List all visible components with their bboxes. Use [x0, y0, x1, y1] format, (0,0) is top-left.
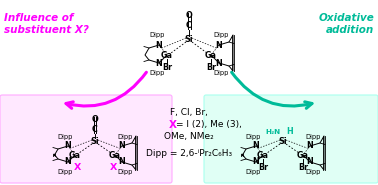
- Text: N: N: [253, 142, 259, 151]
- Text: Oxidative: Oxidative: [318, 13, 374, 23]
- Text: Br: Br: [162, 63, 172, 73]
- Text: Br: Br: [206, 63, 216, 73]
- Text: Si: Si: [185, 36, 193, 45]
- Text: Dipp: Dipp: [213, 32, 229, 38]
- Text: Dipp: Dipp: [117, 134, 133, 140]
- Text: N: N: [156, 58, 163, 68]
- FancyBboxPatch shape: [0, 95, 172, 183]
- Text: H: H: [287, 127, 293, 137]
- Text: Dipp: Dipp: [213, 70, 229, 76]
- Text: C: C: [92, 125, 98, 134]
- Text: addition: addition: [326, 25, 374, 35]
- Text: OMe, NMe₂: OMe, NMe₂: [164, 132, 214, 142]
- Text: X: X: [169, 120, 177, 130]
- Text: F, Cl, Br,: F, Cl, Br,: [170, 108, 208, 117]
- Text: Ga: Ga: [297, 151, 309, 159]
- Text: H₂N: H₂N: [265, 129, 280, 135]
- Text: Si: Si: [279, 137, 287, 147]
- Text: N: N: [119, 157, 125, 166]
- Text: C: C: [186, 21, 192, 31]
- Text: O: O: [91, 115, 98, 125]
- Text: Dipp: Dipp: [149, 32, 165, 38]
- Text: Dipp: Dipp: [305, 169, 321, 175]
- Text: Si: Si: [91, 137, 99, 147]
- Text: Ga: Ga: [69, 151, 81, 159]
- Text: Ga: Ga: [205, 51, 217, 60]
- Text: Dipp: Dipp: [305, 134, 321, 140]
- Text: Ga: Ga: [257, 151, 269, 159]
- Text: N: N: [253, 157, 259, 166]
- Text: N: N: [65, 157, 71, 166]
- Text: Dipp: Dipp: [57, 169, 73, 175]
- Text: Dipp: Dipp: [245, 134, 261, 140]
- Text: N: N: [307, 142, 313, 151]
- Text: N: N: [156, 41, 163, 50]
- Text: Dipp: Dipp: [245, 169, 261, 175]
- Text: X: X: [73, 164, 81, 172]
- Text: Dipp: Dipp: [57, 134, 73, 140]
- FancyBboxPatch shape: [204, 95, 378, 183]
- Text: Br: Br: [258, 162, 268, 171]
- Text: O: O: [186, 11, 192, 21]
- Text: X: X: [109, 164, 117, 172]
- Text: Ga: Ga: [109, 151, 121, 159]
- Text: Dipp = 2,6-ⁱPr₂C₆H₃: Dipp = 2,6-ⁱPr₂C₆H₃: [146, 149, 232, 157]
- Text: = I (2), Me (3),: = I (2), Me (3),: [176, 120, 242, 130]
- Text: Br: Br: [298, 162, 308, 171]
- Text: N: N: [119, 142, 125, 151]
- Text: substituent X?: substituent X?: [4, 25, 89, 35]
- Text: N: N: [215, 58, 222, 68]
- Text: Dipp: Dipp: [117, 169, 133, 175]
- Text: N: N: [307, 157, 313, 166]
- Text: Influence of: Influence of: [4, 13, 73, 23]
- Text: Ga: Ga: [161, 51, 173, 60]
- Text: N: N: [65, 142, 71, 151]
- Text: N: N: [215, 41, 222, 50]
- Text: Dipp: Dipp: [149, 70, 165, 76]
